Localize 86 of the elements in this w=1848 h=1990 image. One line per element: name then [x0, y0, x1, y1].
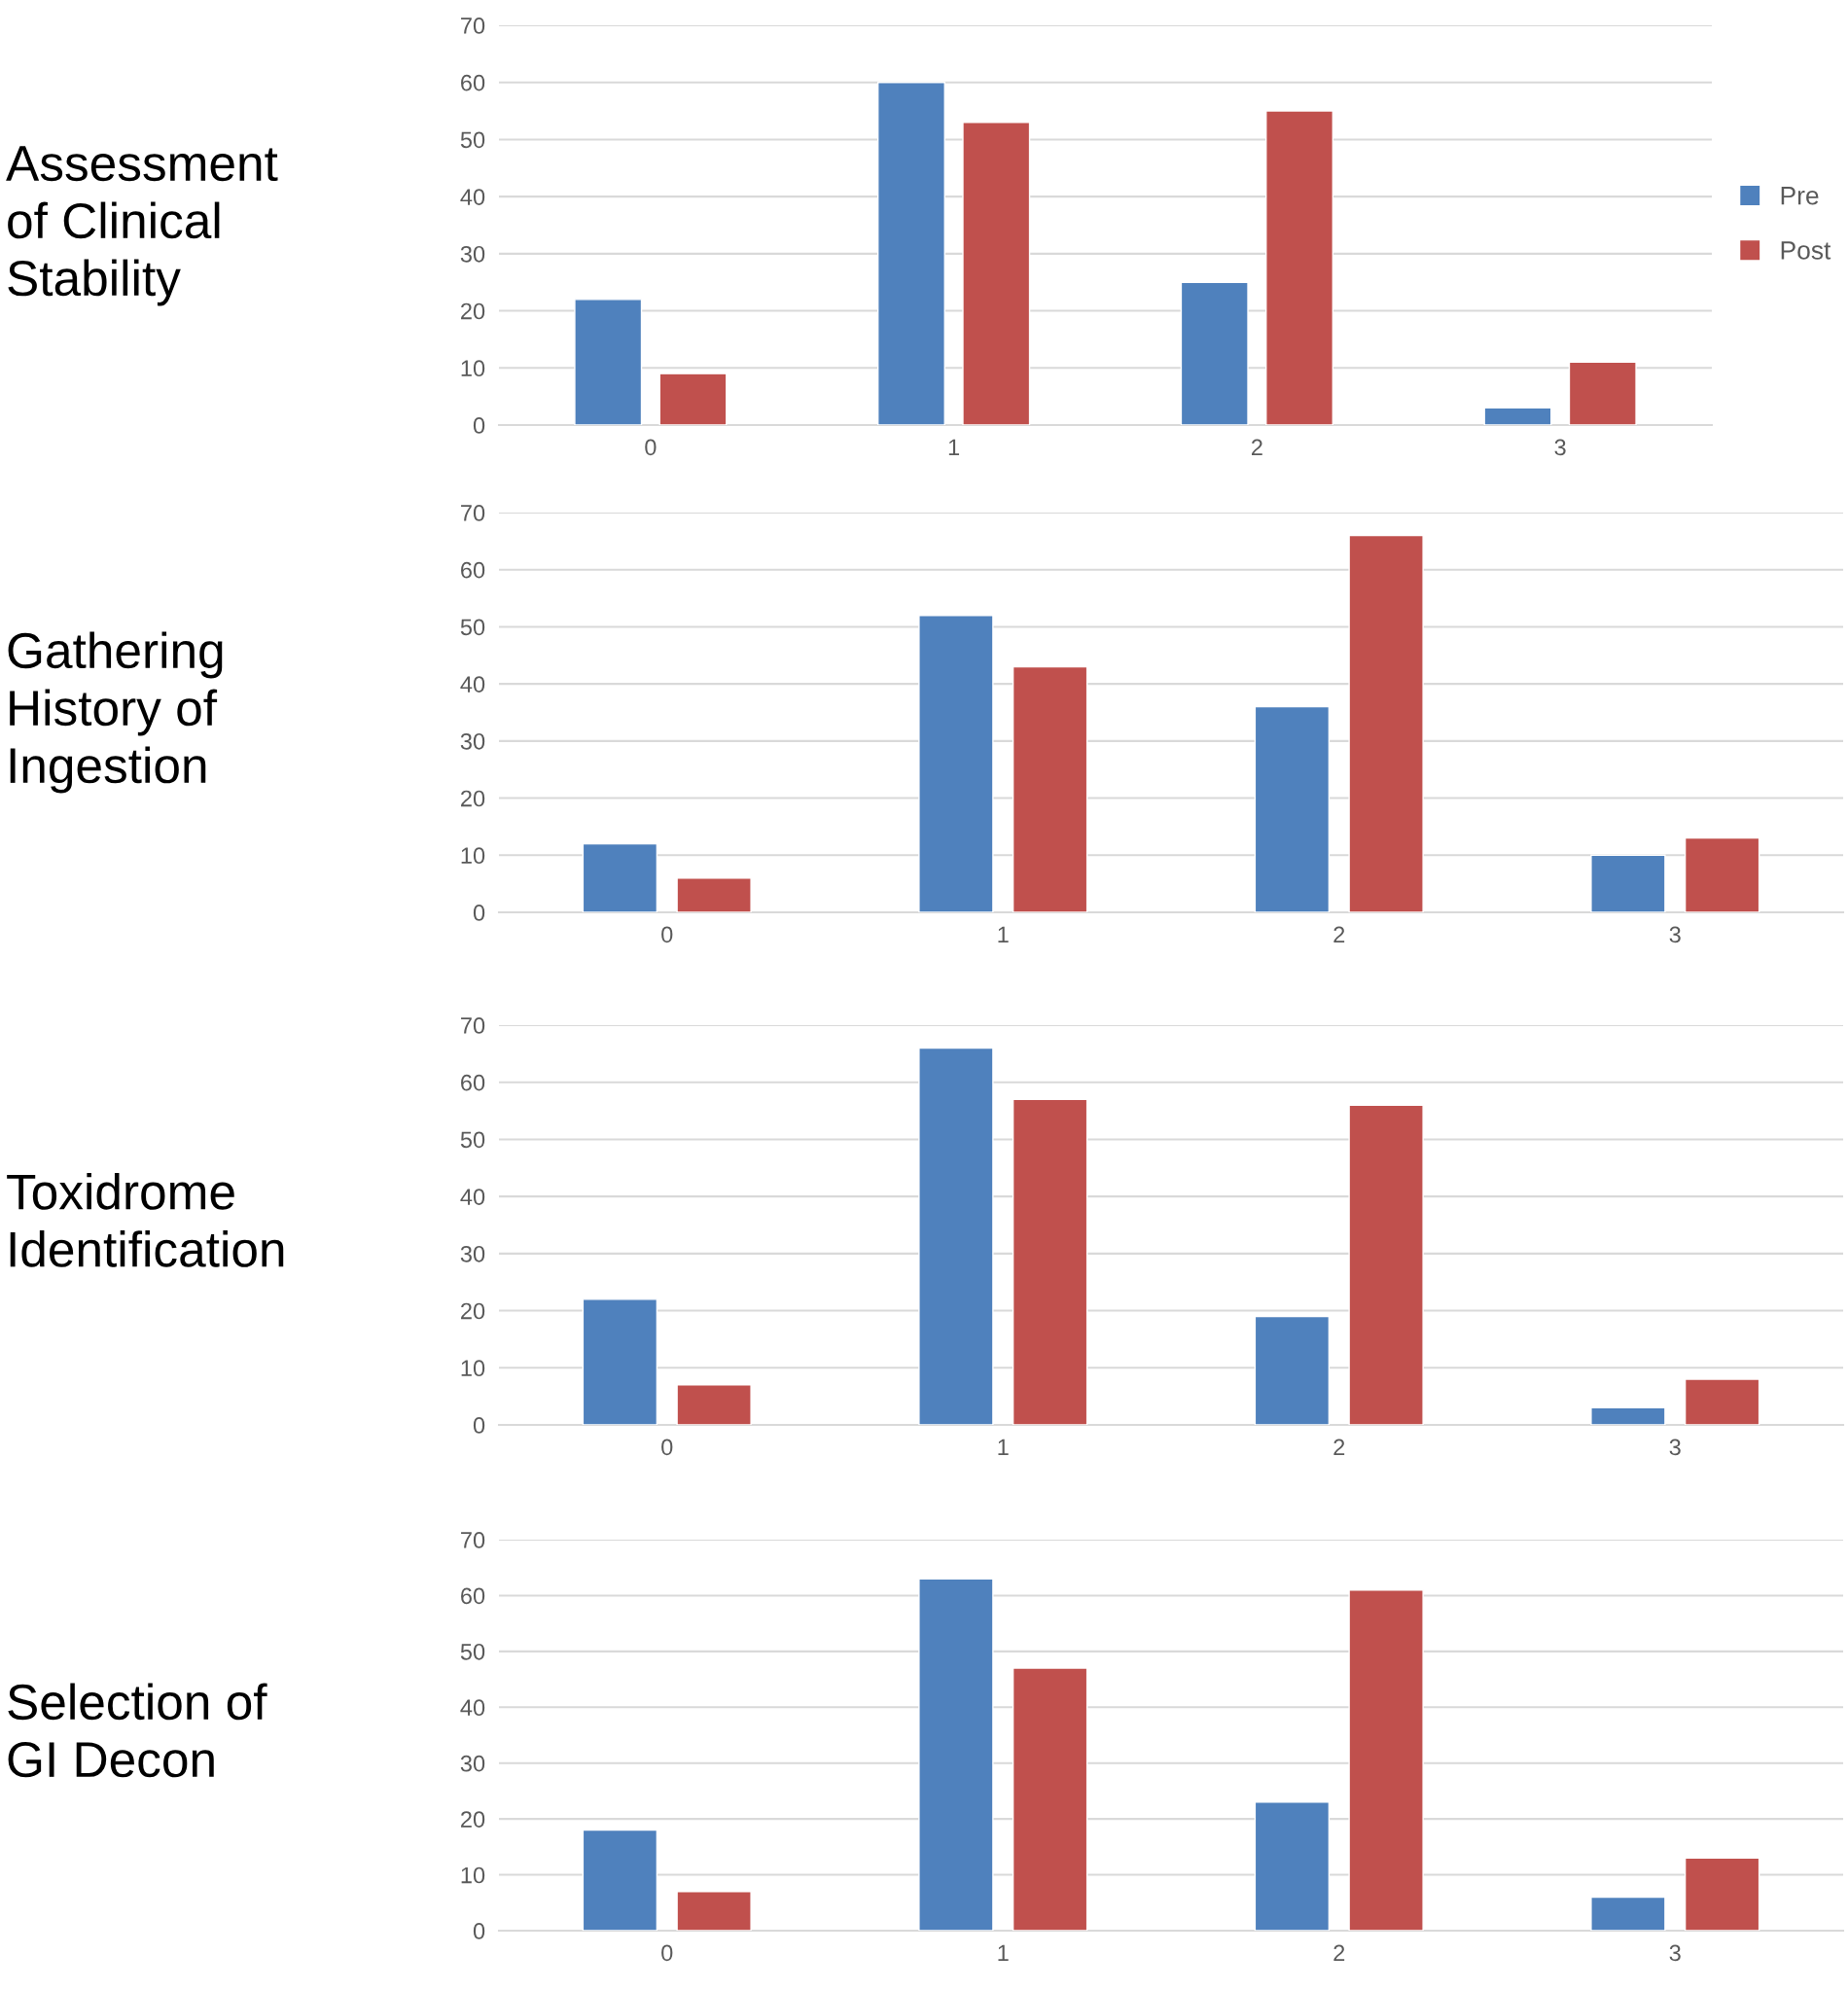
bar	[1568, 361, 1637, 425]
x-tick-label: 3	[1669, 1944, 1681, 1962]
y-tick-label: 60	[461, 1587, 485, 1605]
y-tick-label: 30	[460, 1755, 485, 1772]
bar	[1012, 1667, 1088, 1931]
bar	[676, 877, 752, 912]
y-tick-label: 40	[460, 1699, 485, 1717]
x-tick-label: 0	[661, 926, 673, 943]
x-tick-label: 1	[998, 1944, 1009, 1961]
bar	[1012, 665, 1088, 912]
y-tick-label: 10	[461, 1360, 485, 1377]
bar	[582, 1829, 658, 1931]
y-tick-label: 0	[473, 1417, 485, 1434]
y-tick-label: 60	[461, 1074, 485, 1091]
bar	[1180, 281, 1249, 425]
x-tick-label: 2	[1333, 1944, 1345, 1961]
bar	[1012, 1098, 1088, 1425]
y-tick-label: 70	[461, 18, 485, 34]
text: Gathering History of Ingestion	[8, 631, 223, 794]
x-tick-label: 1	[998, 926, 1009, 942]
y-tick-label: 30	[460, 732, 485, 750]
y-tick-label: 70	[461, 1017, 485, 1034]
bar	[876, 82, 945, 425]
text: Toxidrome Identification	[7, 1173, 284, 1267]
x-tick-label: 2	[1333, 1439, 1345, 1455]
x-tick-label: 3	[1669, 1439, 1681, 1456]
y-tick-label: 40	[460, 676, 485, 693]
x-tick-label: 3	[1669, 926, 1681, 943]
bar	[1684, 836, 1760, 912]
y-tick-label: 10	[461, 360, 485, 377]
y-tick-label: 50	[460, 1131, 485, 1149]
y-tick-label: 30	[460, 245, 485, 263]
y-tick-label: 70	[461, 1532, 485, 1548]
bar	[582, 1298, 658, 1425]
y-tick-label: 20	[461, 790, 485, 807]
bar	[1348, 1588, 1424, 1931]
bar	[1590, 854, 1666, 912]
bar	[918, 614, 994, 912]
y-tick-label: 0	[473, 1923, 485, 1939]
bar	[658, 373, 728, 425]
y-tick-label: 20	[461, 302, 485, 320]
x-tick-label: 3	[1554, 439, 1566, 456]
y-tick-label: 40	[460, 189, 485, 205]
y-tick-label: 50	[460, 619, 485, 636]
text: Assessment of Clinical Stability	[6, 146, 278, 306]
bar	[1590, 1896, 1666, 1931]
y-tick-label: 70	[461, 505, 485, 521]
bar	[1590, 1406, 1666, 1425]
text: Selection of GI Decon	[8, 1683, 267, 1778]
y-tick-label: 60	[461, 74, 485, 91]
bar	[1684, 1378, 1760, 1425]
bar	[676, 1891, 752, 1931]
bar	[1265, 110, 1334, 425]
legend-label: Pre	[1781, 187, 1819, 205]
bar	[676, 1384, 752, 1425]
x-tick-label: 0	[645, 439, 657, 456]
y-tick-label: 10	[461, 1866, 485, 1884]
bar	[1348, 534, 1424, 912]
x-tick-label: 2	[1252, 439, 1262, 455]
y-tick-label: 60	[461, 561, 485, 579]
y-tick-label: 50	[460, 1643, 485, 1660]
bar	[1348, 1104, 1424, 1425]
y-tick-label: 0	[473, 905, 485, 921]
y-tick-label: 40	[460, 1189, 485, 1205]
y-tick-label: 20	[461, 1811, 485, 1828]
bar	[1684, 1857, 1760, 1931]
x-tick-label: 0	[661, 1439, 673, 1456]
bar	[1254, 705, 1331, 912]
y-tick-label: 30	[460, 1245, 485, 1262]
legend-label: Post	[1781, 241, 1831, 260]
y-tick-label: 50	[460, 131, 485, 149]
bar	[1254, 1315, 1331, 1425]
y-tick-label: 0	[473, 417, 485, 434]
bar	[1254, 1801, 1331, 1931]
bar	[1483, 407, 1552, 425]
x-tick-label: 1	[998, 1439, 1009, 1455]
y-tick-label: 10	[461, 847, 485, 865]
bar	[574, 299, 643, 425]
x-tick-label: 0	[661, 1944, 673, 1962]
bar	[582, 842, 658, 912]
x-tick-label: 2	[1333, 926, 1345, 942]
x-tick-label: 1	[948, 439, 960, 455]
bar	[962, 122, 1031, 425]
bar	[918, 1578, 994, 1931]
bar	[918, 1047, 994, 1425]
y-tick-label: 20	[461, 1302, 485, 1320]
